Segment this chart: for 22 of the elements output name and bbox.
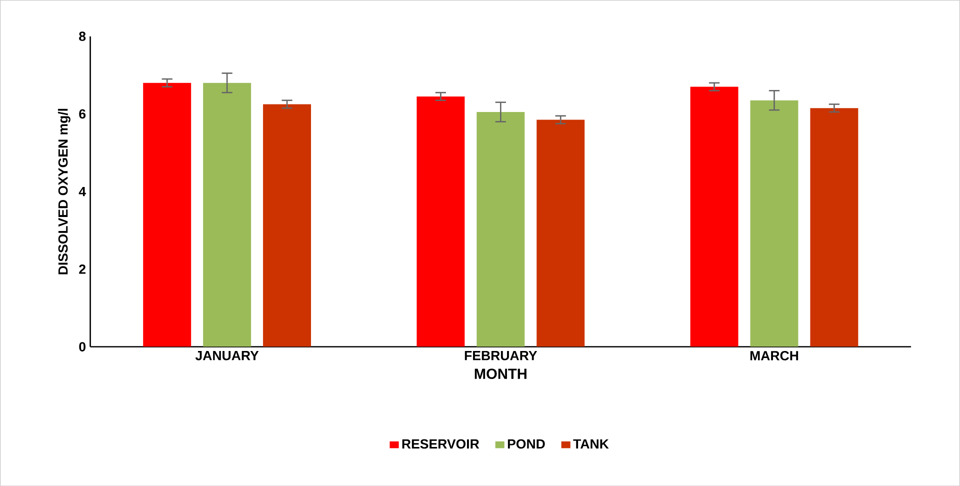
- x-tick-label: MARCH: [750, 350, 798, 360]
- bar: [203, 82, 252, 347]
- y-tick-label: 4: [78, 186, 86, 196]
- bar: [690, 86, 738, 347]
- legend-label: TANK: [573, 439, 609, 448]
- x-tick-label: JANUARY: [195, 350, 259, 360]
- x-tick-label: FEBRUARY: [464, 350, 538, 360]
- y-tick-label: 2: [79, 264, 86, 274]
- x-axis-title: MONTH: [474, 368, 526, 379]
- y-tick-label: 6: [79, 109, 86, 118]
- y-axis-title: DISSOLVED OXYGEN mg/l: [58, 108, 70, 274]
- bar: [810, 108, 858, 347]
- y-tick-label: 8: [79, 31, 86, 41]
- bar: [416, 96, 465, 347]
- legend-label: RESERVOIR: [402, 439, 480, 448]
- y-tick-label: 0: [79, 342, 86, 352]
- bar: [476, 112, 525, 347]
- legend-label: POND: [508, 439, 545, 448]
- bar: [536, 120, 585, 347]
- bar: [750, 100, 798, 347]
- bar: [143, 82, 192, 347]
- bar: [263, 104, 312, 347]
